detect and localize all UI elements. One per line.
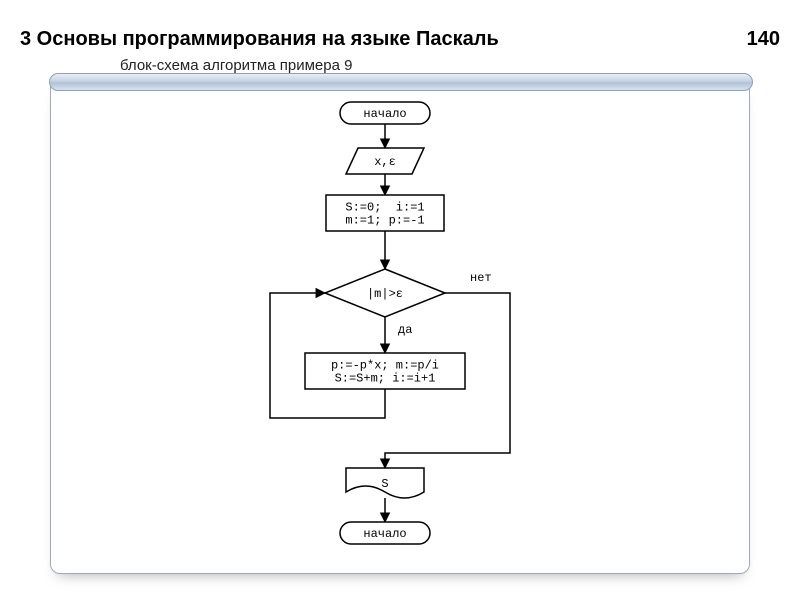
- node-label-cond: |m|>ε: [367, 287, 403, 301]
- frame-top-bar: [49, 73, 753, 91]
- content-frame: да нет начало x,ε S:=0; i:=1m:=1; p:=-1 |m|>ε…: [50, 84, 750, 574]
- flowchart-canvas: да нет начало x,ε S:=0; i:=1m:=1; p:=-1 |m|>ε…: [51, 93, 749, 573]
- edge-label: нет: [470, 271, 492, 285]
- node-label-init: m:=1; p:=-1: [345, 214, 424, 228]
- node-label-end: начало: [363, 527, 406, 541]
- edge-label: да: [398, 323, 412, 337]
- page-subtitle: блок-схема алгоритма примера 9: [0, 57, 800, 74]
- flowchart-svg: да нет начало x,ε S:=0; i:=1m:=1; p:=-1 |m|>ε…: [210, 93, 590, 563]
- node-label-body: S:=S+m; i:=i+1: [335, 372, 436, 386]
- node-label-body: p:=-p*x; m:=p/i: [331, 359, 439, 373]
- node-label-input: x,ε: [374, 155, 396, 169]
- page-number: 140: [747, 28, 780, 51]
- node-label-output: S: [381, 477, 388, 491]
- page-title: 3 Основы программирования на языке Паска…: [20, 28, 499, 51]
- node-label-start: начало: [363, 107, 406, 121]
- node-label-init: S:=0; i:=1: [345, 201, 424, 215]
